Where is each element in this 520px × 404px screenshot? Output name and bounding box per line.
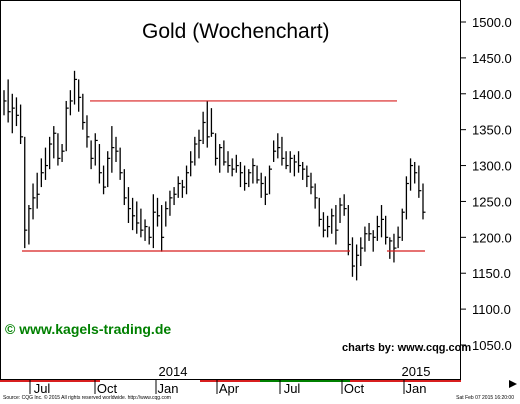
- year-label: 2015: [402, 364, 431, 379]
- price-tick-label: 1250.0: [472, 194, 512, 209]
- scroll-arrow-icon: [509, 380, 517, 388]
- footer-timestamp: Sat Feb 07 2015 16:20:00: [456, 395, 514, 401]
- price-tick-label: 1500.0: [472, 15, 512, 30]
- time-axis-color-band: [100, 380, 200, 382]
- time-axis-color-band: [200, 380, 260, 382]
- time-axis-color-band: [0, 380, 40, 382]
- watermark: © www.kagels-trading.de: [5, 321, 172, 337]
- time-tick-label: Jan: [406, 381, 427, 396]
- price-tick-label: 1150.0: [472, 266, 511, 281]
- time-tick-label: Jul: [284, 381, 301, 396]
- price-tick-label: 1200.0: [472, 230, 512, 245]
- chart-title: Gold (Wochenchart): [142, 20, 330, 43]
- footer-source: Source: CQG Inc. © 2015 All rights reser…: [3, 395, 171, 401]
- time-tick-label: Oct: [97, 381, 118, 396]
- time-axis-color-band: [385, 380, 461, 382]
- time-tick-label: Oct: [344, 381, 365, 396]
- time-tick-label: Jul: [34, 381, 51, 396]
- time-tick-label: Jan: [158, 381, 179, 396]
- price-tick-label: 1050.0: [472, 338, 512, 353]
- price-tick-label: 1400.0: [472, 87, 512, 102]
- time-axis-color-band: [350, 380, 385, 382]
- time-axis-color-band: [40, 380, 100, 382]
- price-tick-label: 1300.0: [472, 159, 512, 174]
- time-tick-label: Apr: [219, 381, 240, 396]
- price-tick-label: 1450.0: [472, 51, 512, 66]
- price-tick-label: 1350.0: [472, 123, 512, 138]
- price-tick-label: 1100.0: [472, 302, 511, 317]
- year-label: 2014: [159, 364, 188, 379]
- credit: charts by: www.cqg.com: [342, 342, 472, 354]
- time-axis-color-band: [300, 380, 350, 382]
